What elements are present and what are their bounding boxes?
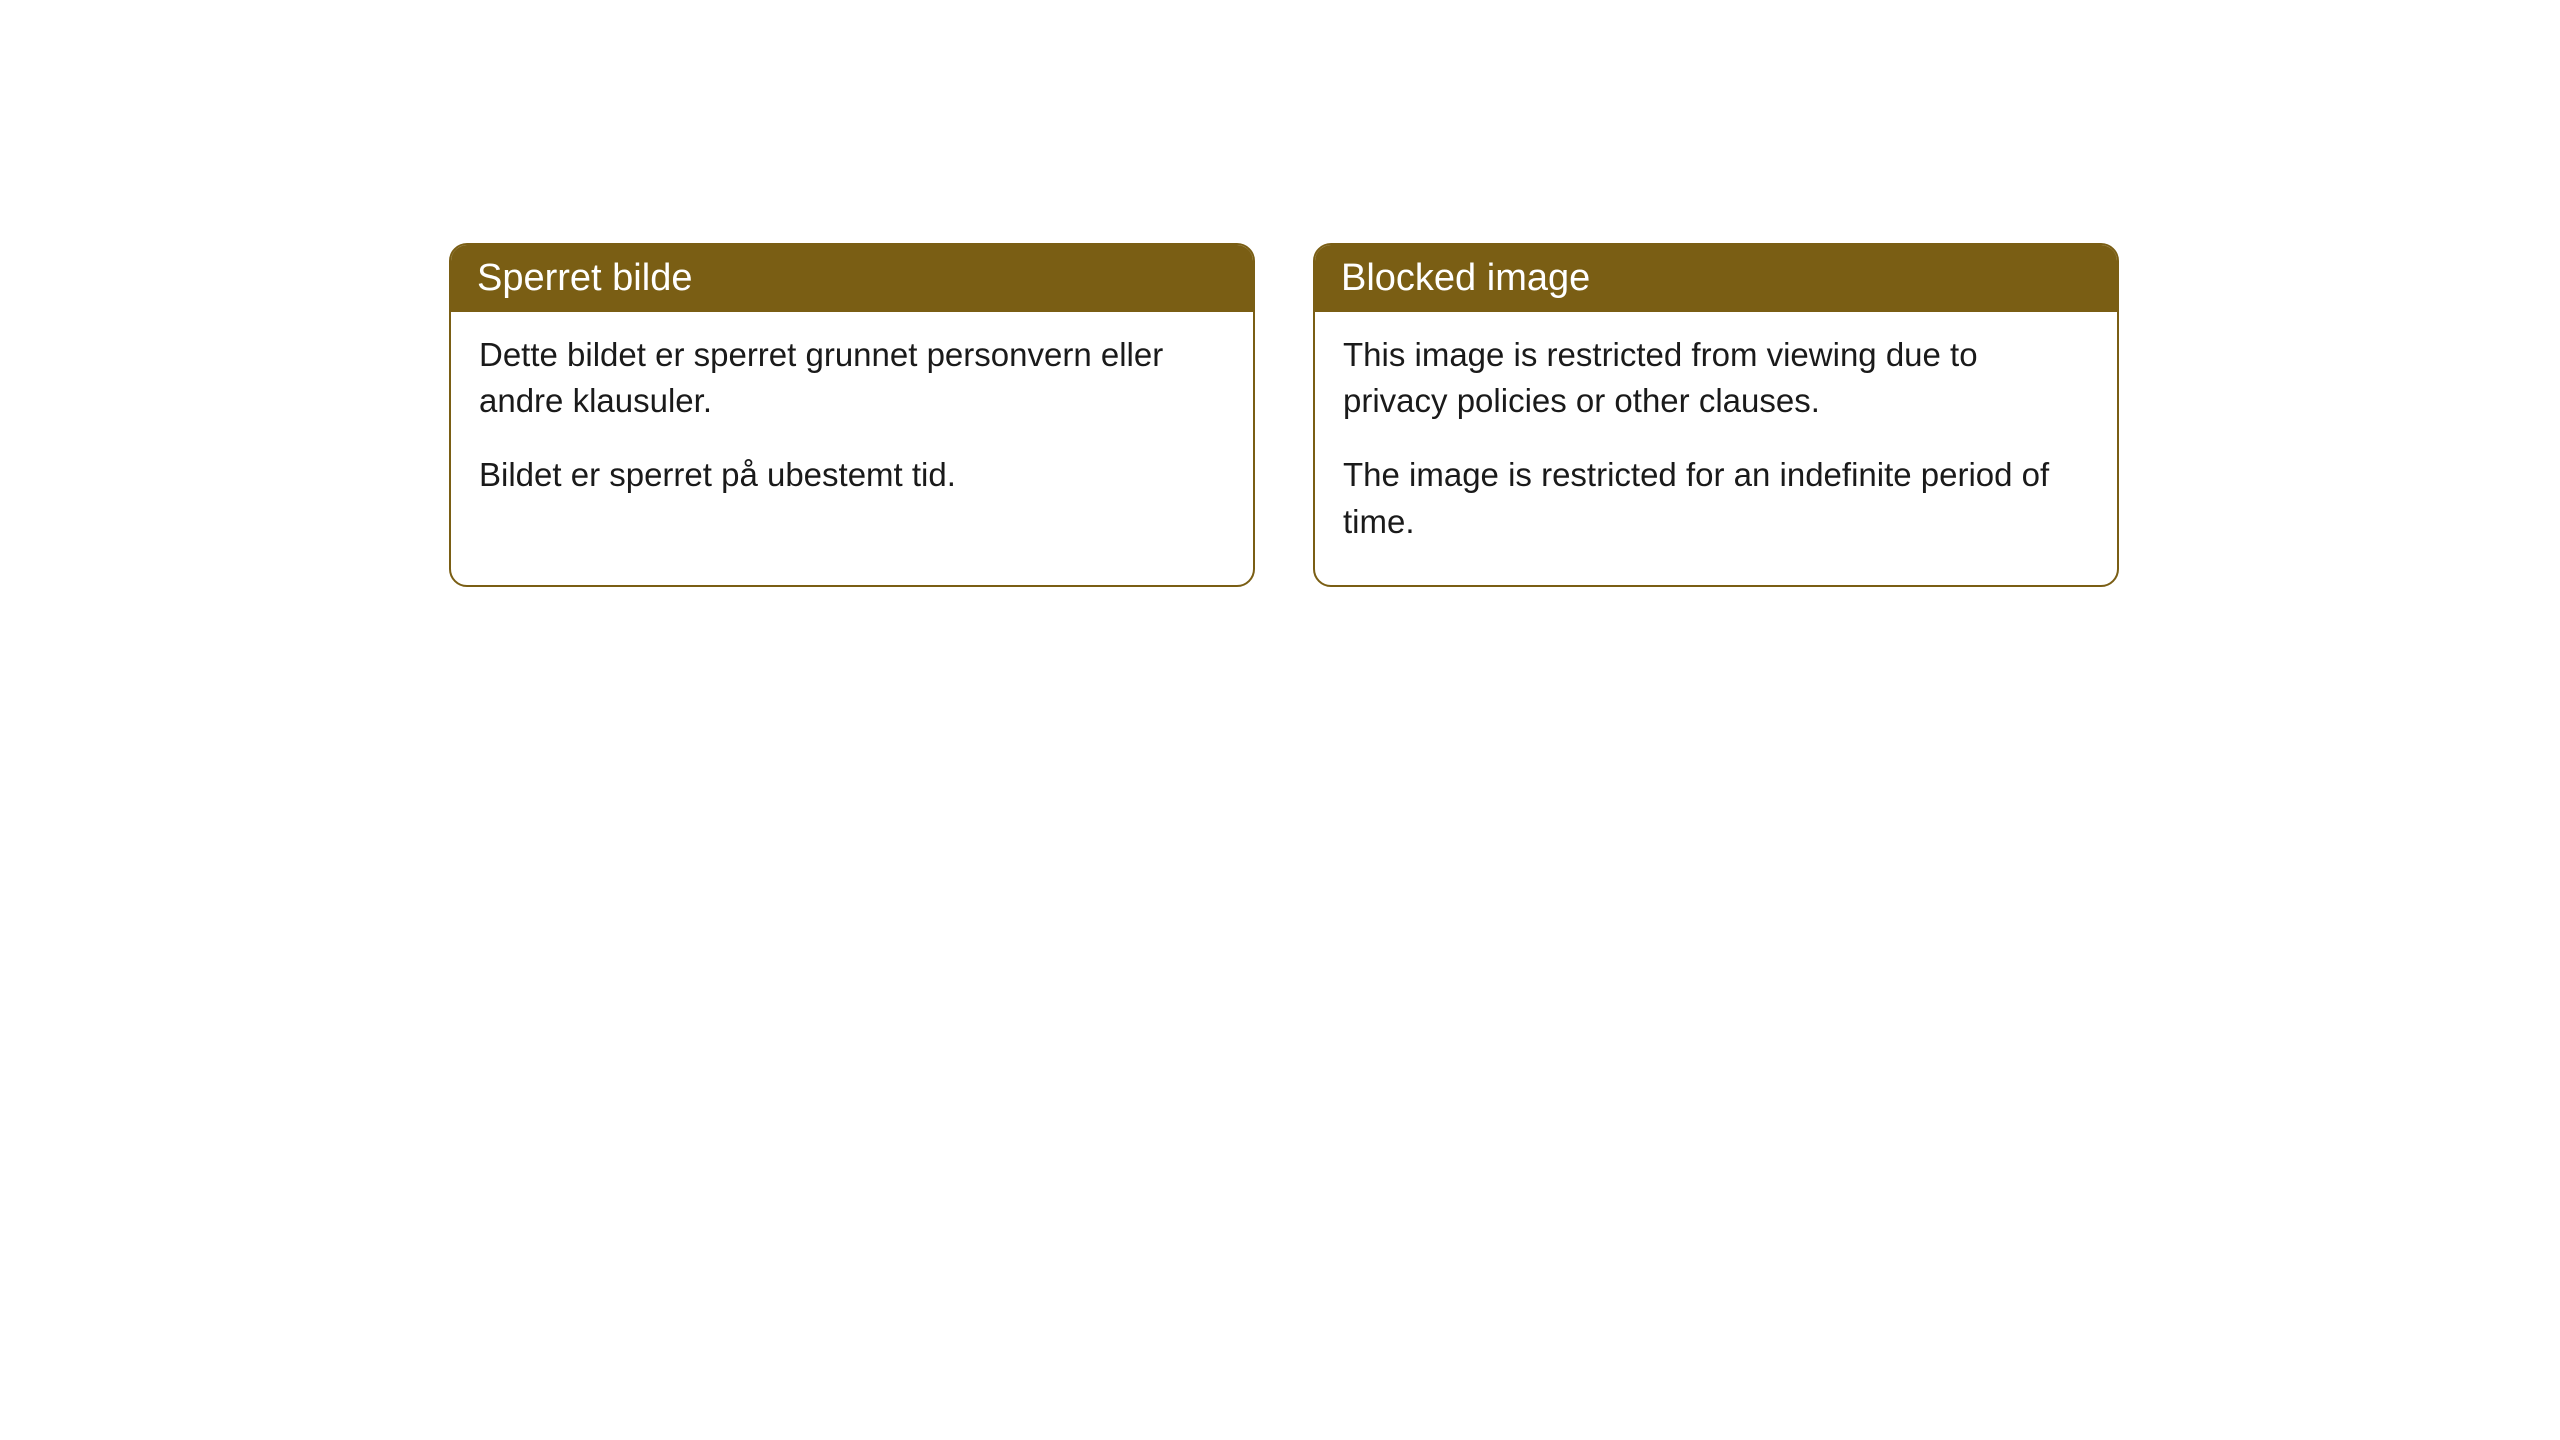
card-title: Sperret bilde bbox=[477, 257, 692, 299]
card-header: Blocked image bbox=[1315, 245, 2117, 312]
notice-card-english: Blocked image This image is restricted f… bbox=[1313, 243, 2119, 587]
card-body: This image is restricted from viewing du… bbox=[1315, 312, 2117, 585]
card-title: Blocked image bbox=[1341, 257, 1590, 299]
card-body: Dette bildet er sperret grunnet personve… bbox=[451, 312, 1253, 539]
card-container: Sperret bilde Dette bildet er sperret gr… bbox=[0, 0, 2560, 587]
card-paragraph: Bildet er sperret på ubestemt tid. bbox=[479, 452, 1225, 498]
card-header: Sperret bilde bbox=[451, 245, 1253, 312]
card-paragraph: The image is restricted for an indefinit… bbox=[1343, 452, 2089, 544]
notice-card-norwegian: Sperret bilde Dette bildet er sperret gr… bbox=[449, 243, 1255, 587]
card-paragraph: Dette bildet er sperret grunnet personve… bbox=[479, 332, 1225, 424]
card-paragraph: This image is restricted from viewing du… bbox=[1343, 332, 2089, 424]
